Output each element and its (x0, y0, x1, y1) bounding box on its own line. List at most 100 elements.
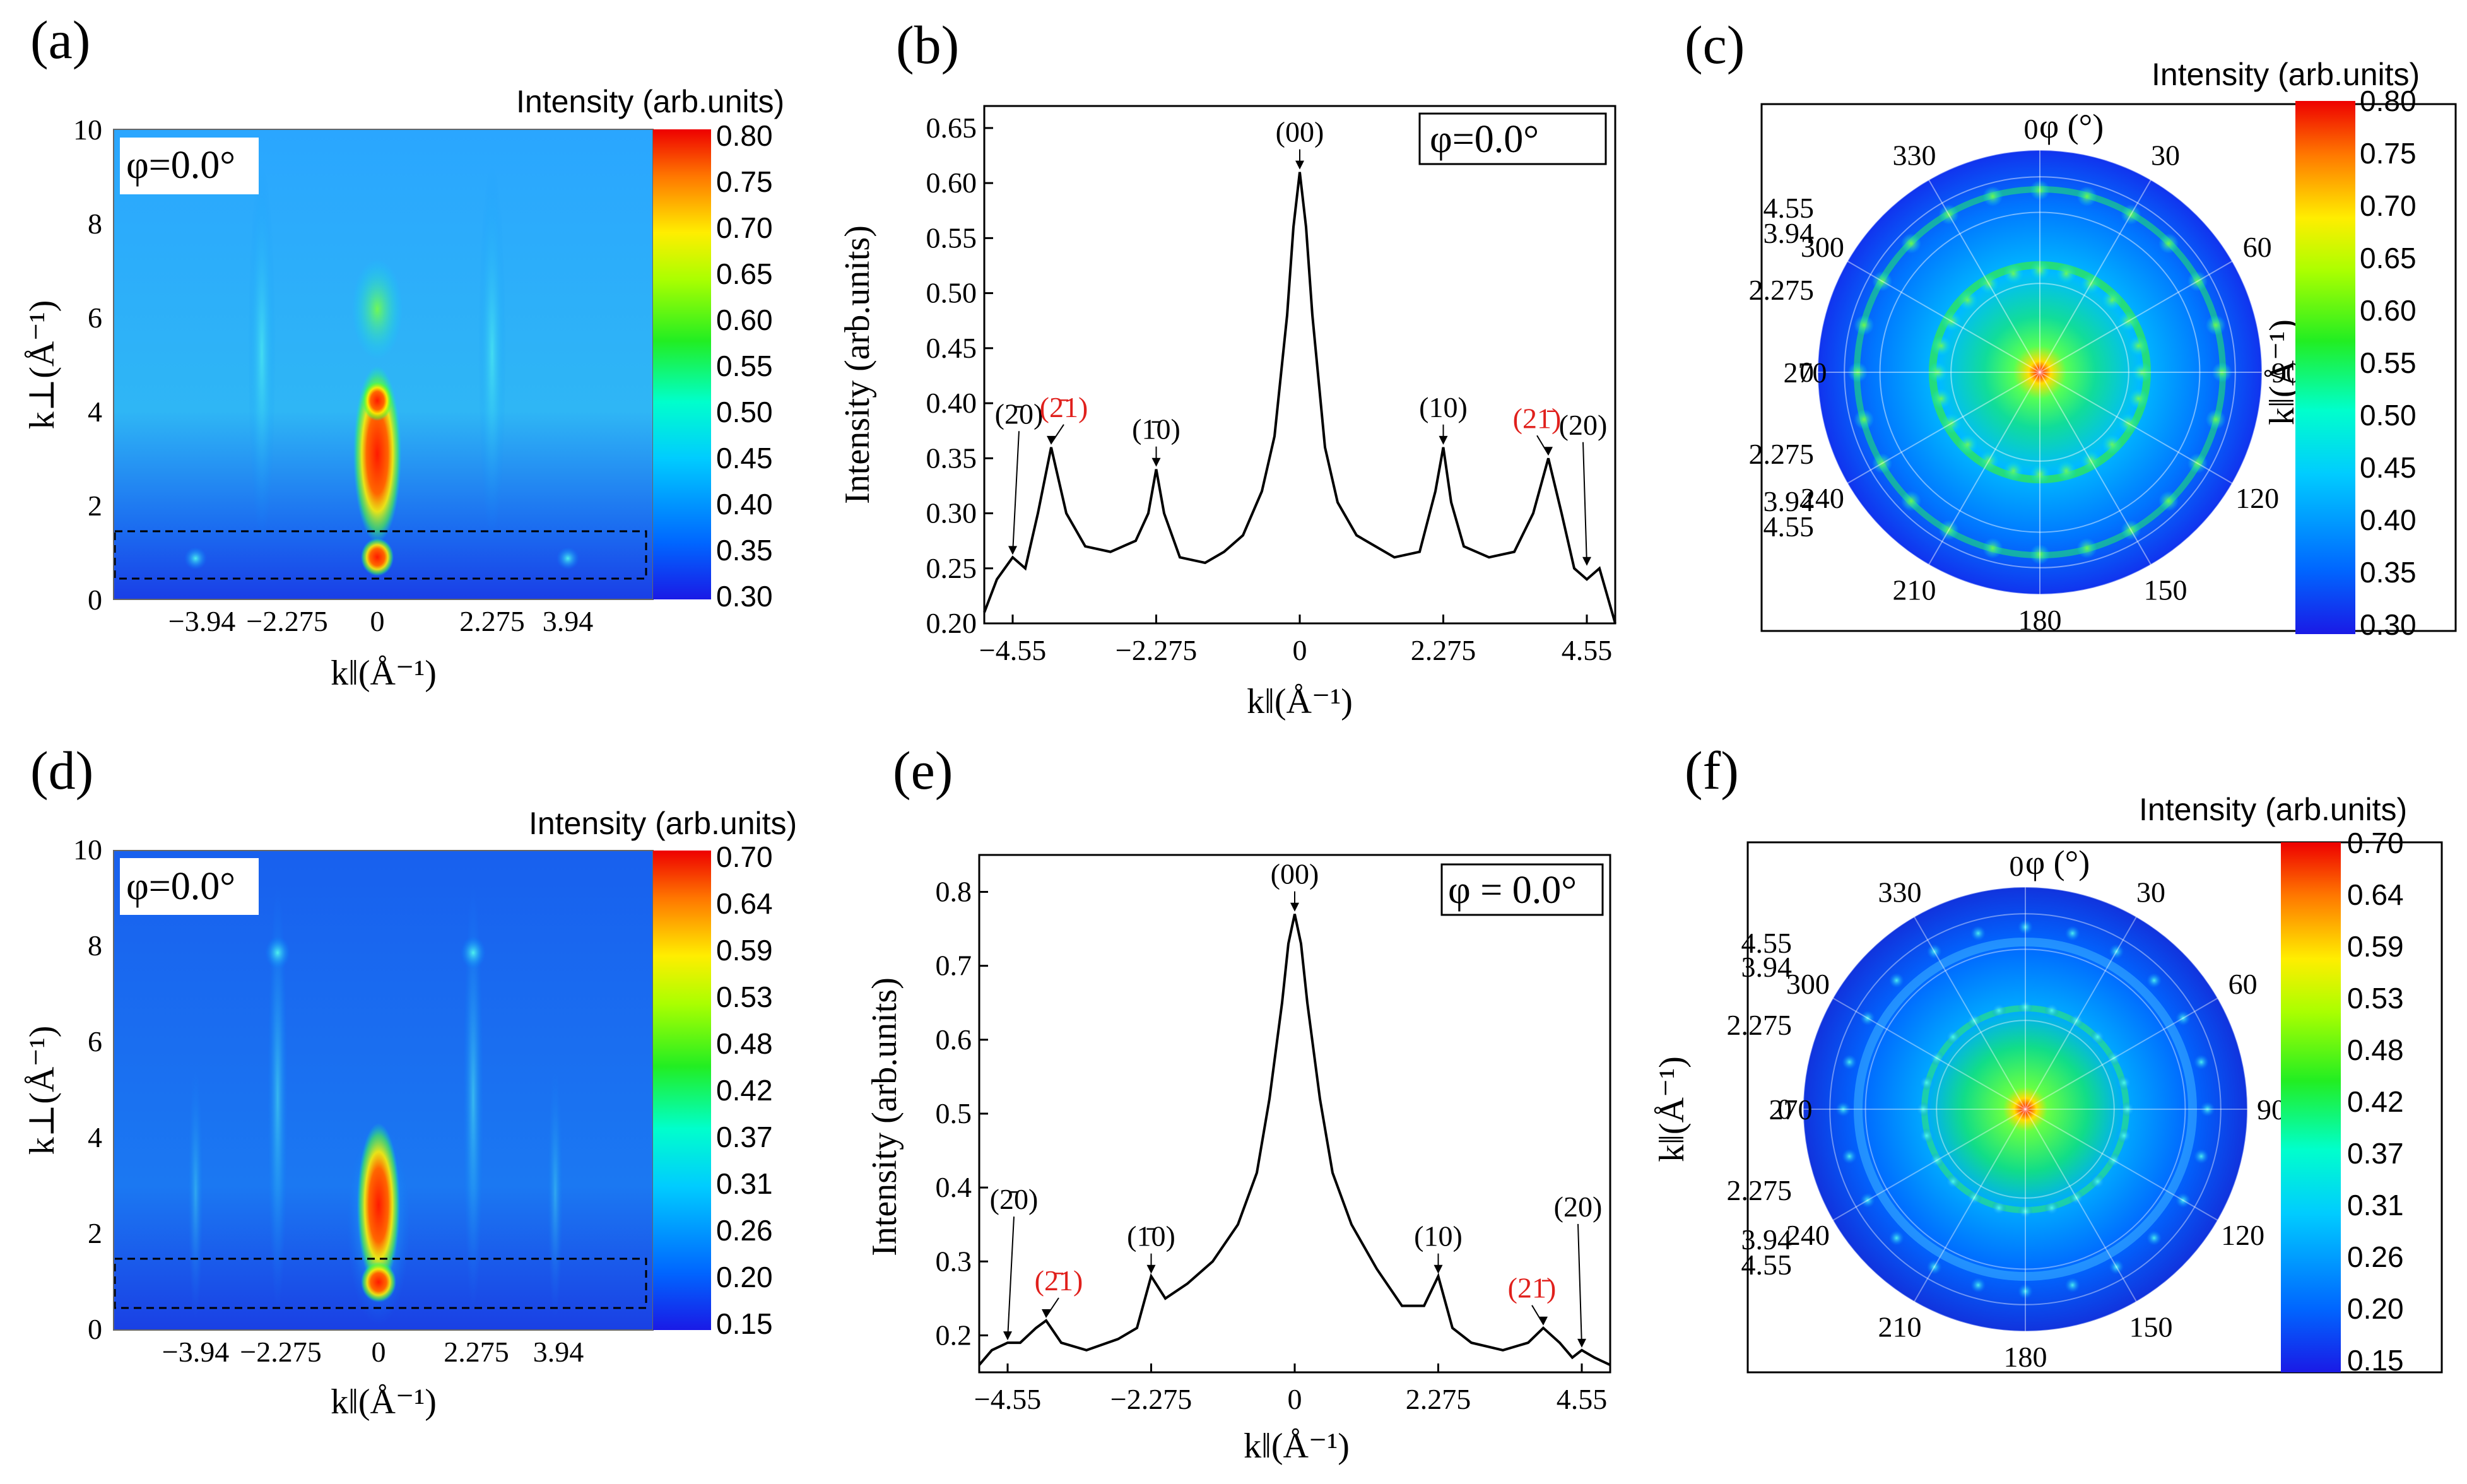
cbar-tick: 0.70 (2360, 189, 2417, 222)
polar-spot (2090, 1029, 2105, 1045)
polar-spot (2128, 388, 2149, 409)
cbar-tick: 0.42 (716, 1074, 773, 1107)
peak-label-m21: (2̄1) (1040, 391, 1088, 423)
cbar-tick: 0.60 (2360, 294, 2417, 327)
cbar-tick: 0.42 (2347, 1085, 2404, 1118)
cbar-tick: 0.70 (716, 840, 773, 873)
x-tick-label: 2.275 (1411, 634, 1476, 666)
x-tick-label: 4.55 (1562, 634, 1613, 666)
polar-spot (2030, 464, 2050, 485)
polar-spoke (1928, 179, 2040, 373)
annotation-arrow (1582, 442, 1587, 565)
cbar-tick: 0.45 (716, 442, 773, 474)
radial-tick: 0 (1799, 356, 1814, 388)
angle-label: 30 (2151, 139, 2180, 171)
radial-tick: 3.94 (1741, 951, 1793, 983)
y-tick-label: 0.20 (926, 607, 977, 639)
panel-c-colorbar-title: Intensity (arb.units) (2152, 57, 2420, 92)
arrow-head (1439, 435, 1448, 445)
arrow-head (1295, 160, 1304, 170)
peak-label-p21: (21̄) (1508, 1272, 1557, 1304)
y-tick-label: 0.25 (926, 552, 977, 584)
y-tick-label: 0.7 (936, 950, 972, 982)
panel-d-phi-label: φ=0.0° (126, 865, 235, 908)
polar-spot (2146, 972, 2162, 988)
panel-a-phi-box (120, 138, 259, 194)
polar-spot (1900, 233, 1921, 254)
y-tick: 2 (88, 490, 102, 522)
polar-spot (2102, 434, 2123, 455)
cbar-tick: 0.26 (2347, 1240, 2404, 1273)
cbar-tick: 0.35 (716, 534, 773, 567)
polar-spoke (2025, 998, 2218, 1110)
x-tick-label: −4.55 (979, 634, 1046, 666)
polar-spot (2193, 1054, 2209, 1070)
cbar-tick: 0.59 (2347, 930, 2404, 963)
x-tick: 0 (370, 605, 385, 637)
polar-spot (2119, 1102, 2135, 1117)
polar-spot (2056, 263, 2076, 284)
radial-tick: 4.55 (1763, 192, 1815, 224)
polar-spot (1945, 1174, 1961, 1189)
polar-spot (1888, 972, 1904, 988)
arrow-head (1047, 435, 1056, 445)
panel-c-radial-label: k‖(Å⁻¹) (2263, 319, 2302, 425)
peak-label-m10: (1̄0) (1132, 413, 1181, 445)
x-tick: 0 (372, 1336, 386, 1368)
angle-label: 270 (1784, 356, 1827, 389)
polar-spot (1979, 450, 1999, 471)
polar-spot (2175, 1010, 2191, 1026)
polar-spoke (1914, 916, 2026, 1110)
cbar-tick: 0.30 (716, 580, 773, 613)
polar-spot (2211, 362, 2232, 382)
panel-b: (b) (2̄0)(2̄1) (1̄0) (00) (10) (21̄)(20) φ=0… (838, 15, 1616, 721)
cbar-tick: 0.35 (2360, 556, 2417, 589)
panel-b-y-axis-label: Intensity (arb.units) (838, 225, 877, 504)
y-tick: 8 (88, 208, 102, 240)
cbar-tick: 0.15 (2347, 1344, 2404, 1377)
y-tick-label: 0.55 (926, 221, 977, 254)
polar-spot (1931, 388, 1952, 409)
polar-spoke (1847, 372, 2040, 484)
y-tick: 8 (88, 929, 102, 962)
arrow-head (1151, 457, 1161, 467)
radial-tick: 4.55 (1741, 927, 1793, 959)
arrow-head (1539, 1316, 1548, 1326)
polar-spot (2118, 413, 2139, 433)
cbar-tick: 0.15 (716, 1307, 773, 1340)
polar-spoke (2025, 1109, 2218, 1221)
polar-spot (1945, 1029, 1961, 1045)
polar-spot (1860, 1192, 1876, 1208)
angle-label: 300 (1801, 231, 1844, 263)
polar-spot (2205, 409, 2226, 430)
x-tick-label: −2.275 (1116, 634, 1197, 666)
radial-tick: 4.55 (1741, 1249, 1793, 1281)
panel-d-heatmap (113, 850, 654, 1331)
panel-c-angle-title: φ (°) (2039, 107, 2104, 145)
cbar-tick: 0.70 (2347, 827, 2404, 859)
panel-d-colorbar-ticks: 0.70 0.64 0.59 0.53 0.48 0.42 0.37 0.31 … (716, 840, 773, 1340)
cbar-tick: 0.80 (716, 119, 773, 152)
polar-spot (2044, 1200, 2059, 1216)
panel-d-x-axis-label: k‖(Å⁻¹) (331, 1382, 437, 1422)
panel-a-colorbar (653, 129, 711, 599)
panel-a-colorbar-title: Intensity (arb.units) (516, 84, 784, 119)
cbar-tick: 0.64 (716, 887, 773, 920)
polar-spot (1860, 1010, 1876, 1026)
y-tick-label: 0.50 (926, 277, 977, 309)
y-tick-label: 0.60 (926, 167, 977, 199)
cbar-tick: 0.55 (2360, 346, 2417, 379)
x-tick-label: 4.55 (1557, 1383, 1608, 1415)
angle-label: 150 (2129, 1311, 2173, 1343)
polar-spot (2018, 919, 2033, 935)
panel-a-colorbar-ticks: 0.80 0.75 0.70 0.65 0.60 0.55 0.50 0.45 … (716, 119, 773, 613)
arrow-head (1544, 447, 1553, 456)
cbar-tick: 0.20 (2347, 1292, 2404, 1325)
panel-f-label: (f) (1685, 745, 1739, 801)
polar-spot (2018, 1203, 2033, 1219)
polar-spot (2064, 926, 2080, 941)
angle-label: 60 (2243, 231, 2272, 263)
polar-spot (1929, 1051, 1945, 1066)
polar-spot (1854, 315, 1875, 336)
polar-spot (2121, 204, 2141, 225)
